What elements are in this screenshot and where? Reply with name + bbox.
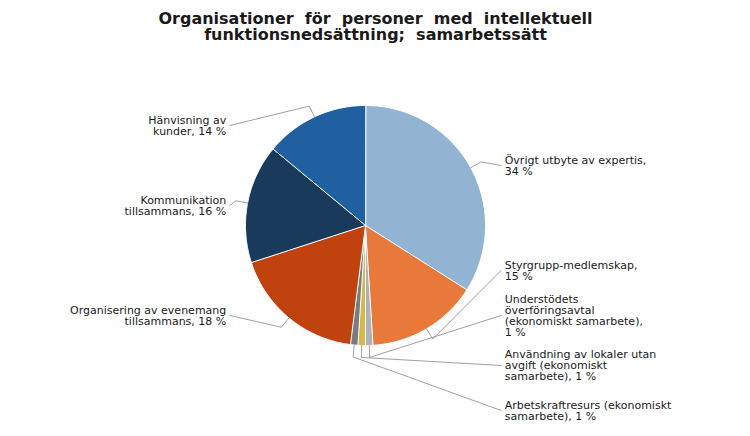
svg-text:Understödetsöverföringsavtal(e: Understödetsöverföringsavtal(ekonomiskt …	[505, 293, 643, 339]
svg-text:Kommunikationtillsammans, 16 %: Kommunikationtillsammans, 16 %	[125, 194, 227, 218]
svg-text:Hänvisning avkunder, 14 %: Hänvisning avkunder, 14 %	[148, 114, 227, 138]
svg-text:Organisering av evenemangtills: Organisering av evenemangtillsammans, 18…	[70, 304, 226, 328]
svg-text:Arbetskraftresurs (ekonomiskts: Arbetskraftresurs (ekonomisktsamarbete),…	[505, 399, 672, 423]
svg-text:Övrigt utbyte av expertis,34 %: Övrigt utbyte av expertis,34 %	[505, 154, 647, 178]
svg-text:Organisationer för personer: Organisationer för personer med intellek…	[158, 9, 592, 44]
svg-text:Styrgrupp-medlemskap,15 %: Styrgrupp-medlemskap,15 %	[505, 259, 638, 283]
svg-text:Användning av lokaler utanavgi: Användning av lokaler utanavgift (ekonom…	[505, 348, 656, 383]
